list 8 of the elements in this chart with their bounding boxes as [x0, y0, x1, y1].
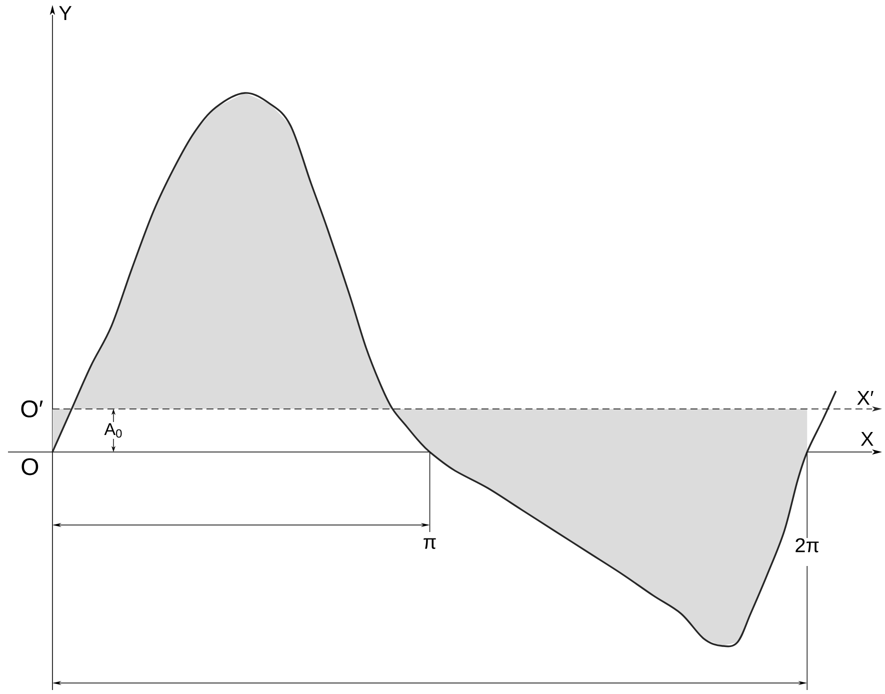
x-axis-title: X — [860, 432, 874, 446]
x-tick-label: 2π — [796, 538, 819, 552]
annotation: A$_{0}$ — [104, 423, 122, 438]
annotation: O′ — [21, 400, 43, 418]
x-tick-label: π — [424, 538, 436, 549]
ref-line-label: X′ — [857, 390, 874, 405]
y-axis-title: Y — [59, 6, 72, 20]
annotation: O — [22, 458, 38, 476]
